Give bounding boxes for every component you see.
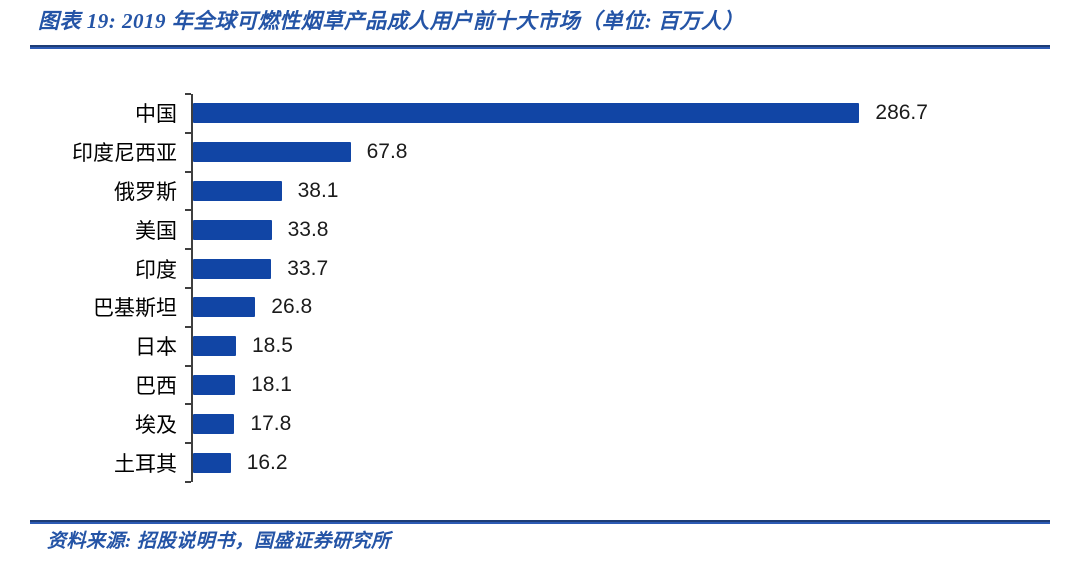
chart-row: 印度 33.7 [135, 249, 1053, 288]
category-label: 日本 [135, 335, 177, 360]
bar-4 [193, 219, 272, 240]
title-divider [30, 45, 1050, 49]
axis-tick [185, 442, 191, 445]
source-divider [30, 520, 1050, 524]
bar-3 [193, 180, 282, 201]
axis-tick [185, 325, 191, 328]
value-label: 38.1 [297, 178, 339, 202]
chart-row: 埃及 17.8 [135, 404, 1053, 443]
value-label: 18.1 [251, 372, 292, 396]
category-label: 美国 [135, 218, 177, 243]
chart-row: 中国 286.7 [135, 94, 1053, 133]
chart-row: 土耳其 16.2 [114, 443, 1053, 482]
axis-tick [185, 93, 191, 95]
chart-row: 俄罗斯 38.1 [114, 172, 1053, 211]
value-label: 17.8 [250, 411, 292, 435]
axis-tick [185, 481, 191, 483]
chart-row: 印度尼西亚 67.8 [72, 133, 1053, 172]
value-label: 33.7 [287, 256, 329, 280]
bar-1 [193, 103, 860, 124]
category-label: 巴基斯坦 [93, 296, 177, 321]
value-label: 67.8 [366, 140, 408, 164]
chart-row: 巴西 18.1 [135, 366, 1053, 405]
category-label: 埃及 [135, 412, 177, 437]
axis-tick [185, 287, 191, 289]
axis-tick [185, 170, 191, 173]
y-axis-line [191, 94, 193, 482]
category-label: 巴西 [135, 373, 177, 398]
category-label: 中国 [135, 102, 177, 127]
bar-8 [193, 374, 236, 395]
bar-6 [193, 297, 256, 318]
value-label: 286.7 [875, 101, 928, 125]
bar-7 [193, 336, 236, 357]
bar-2 [193, 142, 351, 163]
category-label: 土耳其 [114, 451, 177, 476]
bar-chart-plot-area: 中国 286.7 印度尼西亚 67.8 俄罗斯 38.1 美国 33.8 印度 33.7 巴基斯坦 2… [72, 93, 1053, 483]
bar-5 [193, 258, 272, 279]
bar-9 [193, 413, 235, 434]
category-label: 印度 [135, 257, 177, 282]
bar-10 [193, 452, 231, 473]
chart-row: 美国 33.8 [135, 210, 1053, 249]
axis-tick [185, 364, 191, 367]
value-label: 26.8 [271, 295, 313, 319]
figure-source: 资料来源: 招股说明书，国盛证券研究所 [47, 531, 391, 552]
axis-tick [185, 209, 191, 212]
chart-row: 巴基斯坦 26.8 [93, 288, 1053, 327]
value-label: 18.5 [252, 334, 293, 358]
value-label: 33.8 [287, 217, 329, 241]
category-label: 俄罗斯 [114, 179, 177, 204]
axis-tick [185, 248, 191, 251]
axis-tick [185, 403, 191, 406]
value-label: 16.2 [246, 450, 288, 474]
figure-title: 图表 19: 2019 年全球可燃性烟草产品成人用户前十大市场（单位: 百万人） [38, 9, 744, 33]
chart-row: 日本 18.5 [135, 327, 1053, 366]
category-label: 印度尼西亚 [72, 141, 177, 166]
axis-tick [185, 131, 191, 134]
